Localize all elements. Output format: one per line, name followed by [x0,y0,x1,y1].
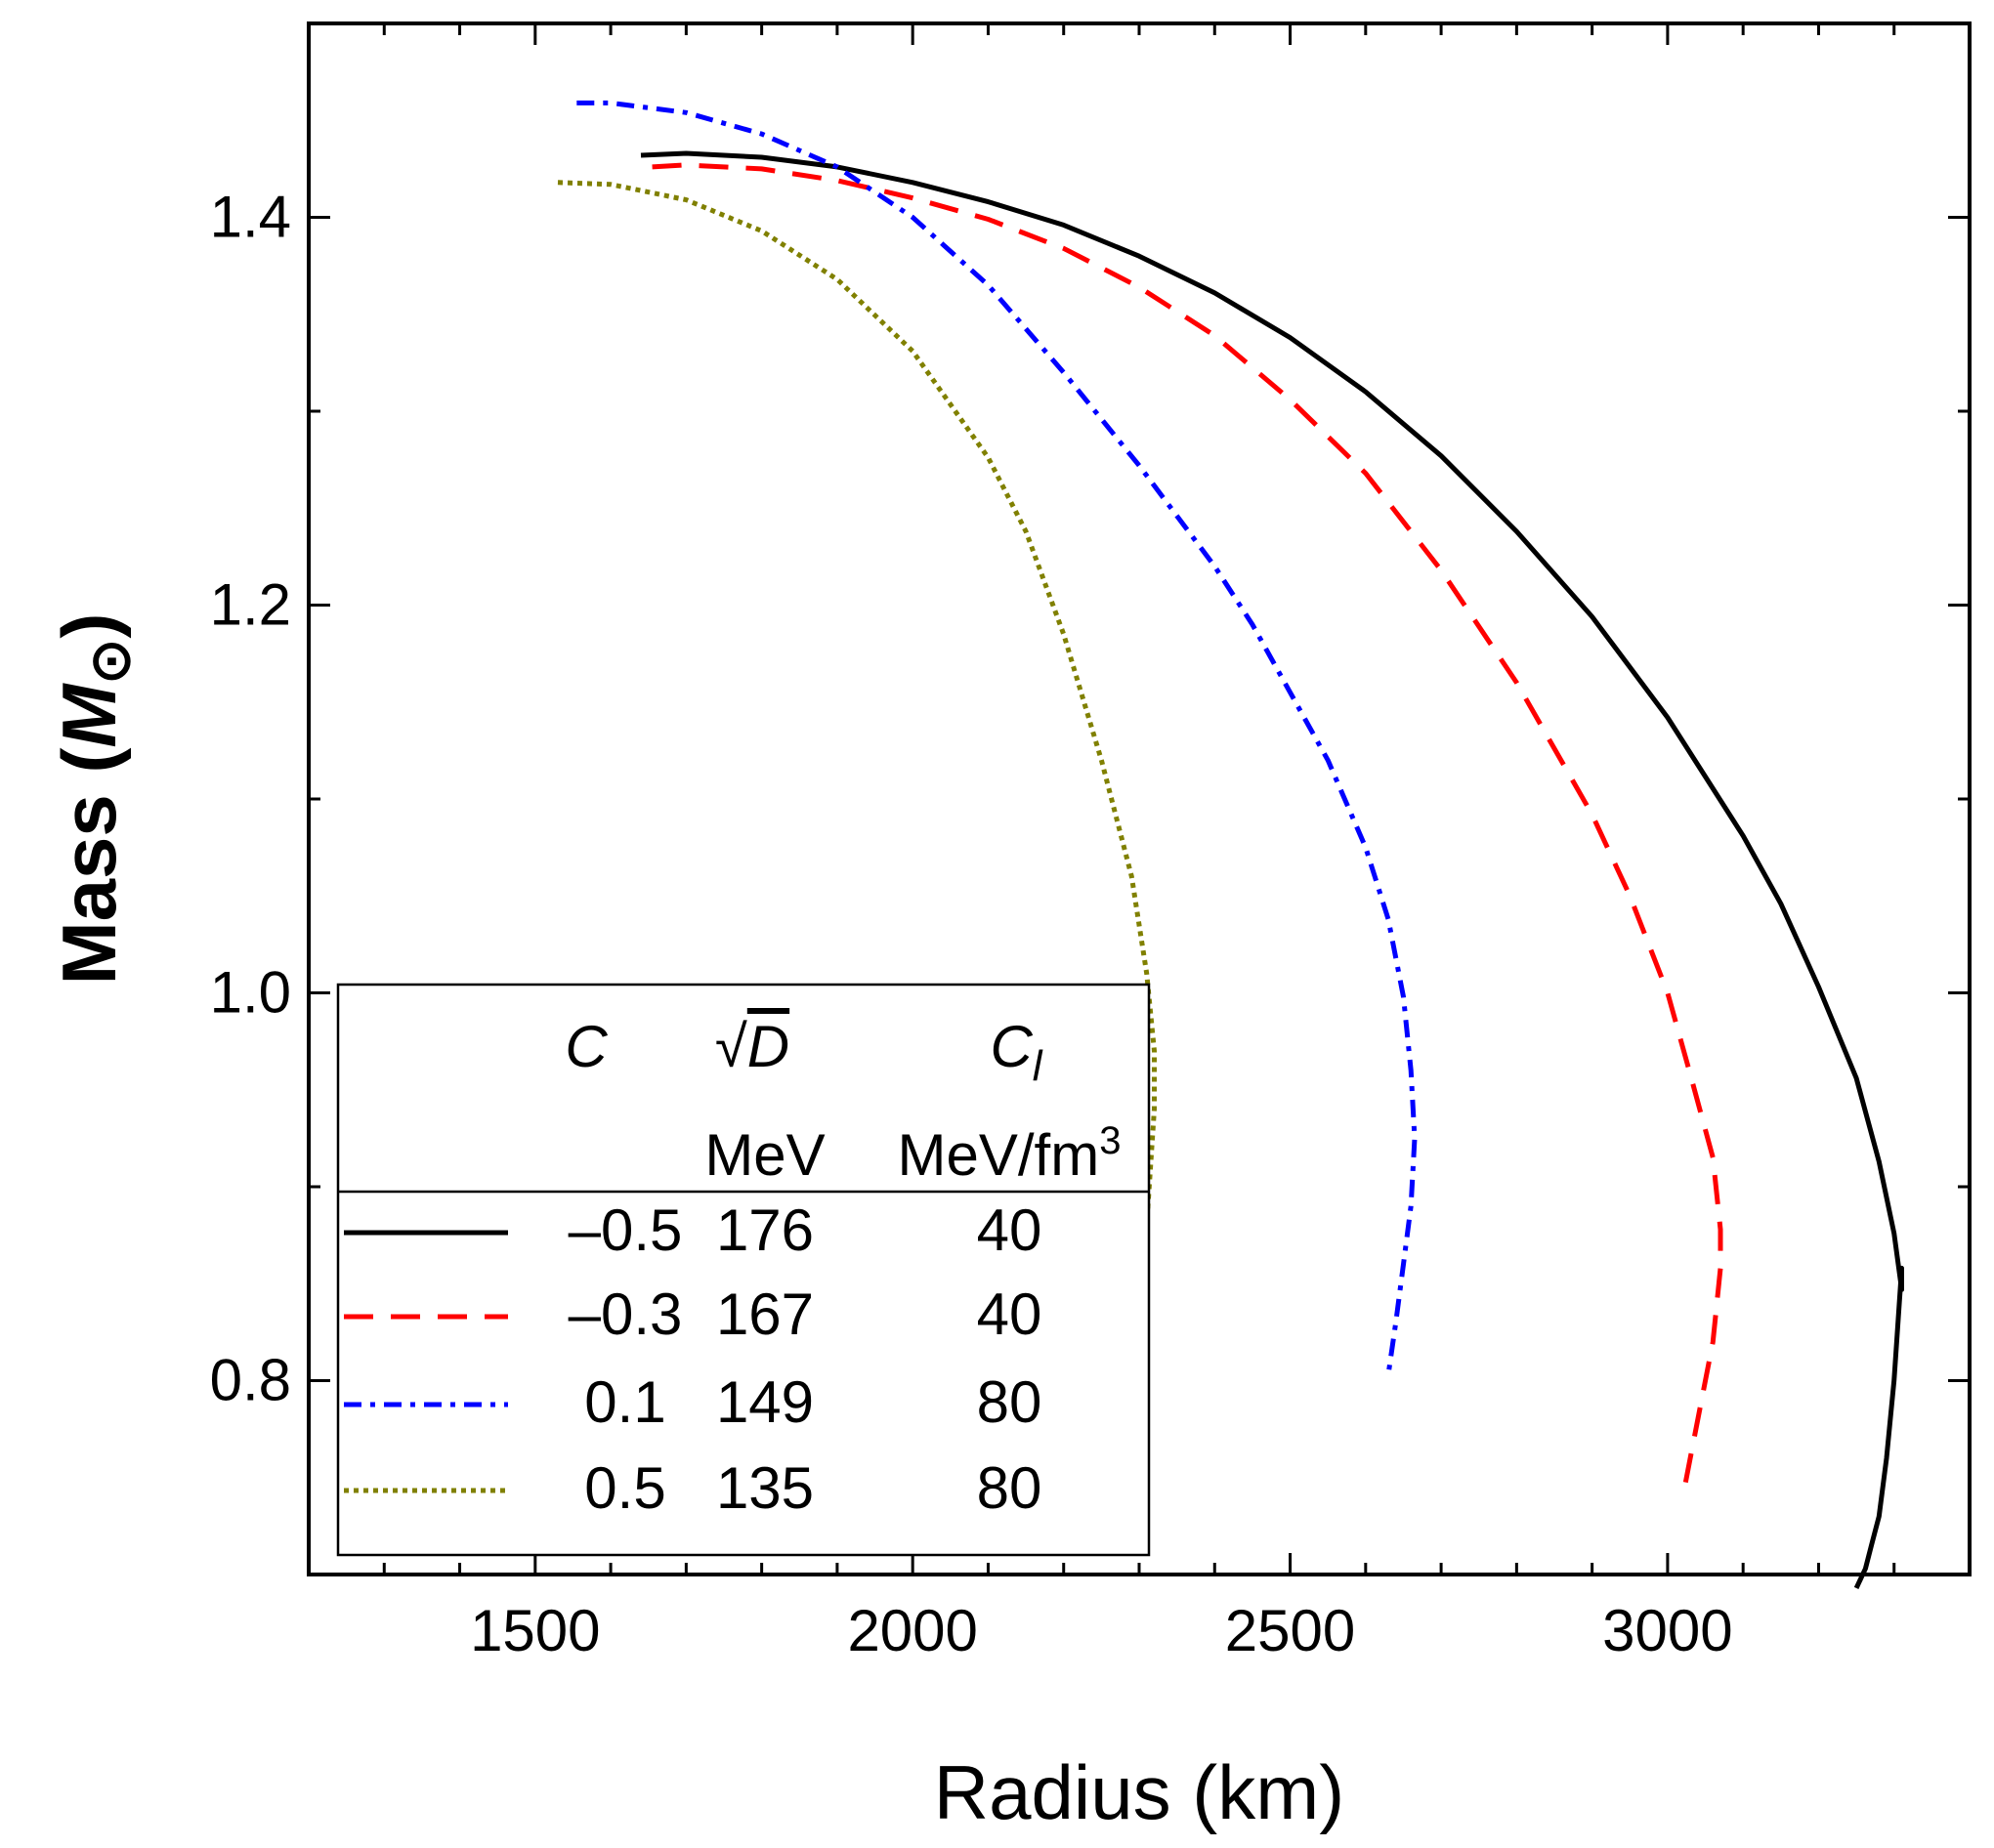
legend-header-d: √D [715,1014,789,1079]
y-axis-title-subscript: ⊙ [79,639,141,685]
legend-box [336,983,1151,1557]
series-line-3 [576,100,1418,1375]
legend-header-cl: Cl [990,1014,1042,1090]
legend-row-cl: 80 [977,1369,1042,1435]
y-tick-label: 1.0 [210,960,291,1026]
legend-header-c: C [565,1014,608,1079]
legend-row-d: 149 [716,1369,814,1435]
legend-row-c: 0.1 [584,1369,665,1435]
legend-row-cl: 80 [977,1455,1042,1521]
y-axis-title-text: Mass ( [46,748,132,986]
y-axis-title-close: ) [46,613,132,639]
legend-unit-cl: MeV/fm3 [898,1119,1122,1188]
x-tick-label: 2000 [847,1598,977,1663]
legend-row-cl: 40 [977,1281,1042,1347]
series-line-1 [640,150,1904,1589]
legend-row-d: 135 [716,1455,814,1521]
y-tick-label: 1.2 [210,572,291,638]
y-axis-title: Mass (M⊙) [46,613,141,986]
legend-row-cl: 40 [977,1197,1042,1263]
ticks-layer: 1500 2000 2500 3000 0.8 1.0 1.2 1.4 [210,21,1972,1663]
legend-header-cl-symbol: C [990,1014,1033,1079]
x-tick-label: 2500 [1225,1598,1355,1663]
legend-unit-cl-text: MeV/fm [898,1122,1100,1188]
series-line-2 [652,162,1723,1498]
legend-header-cl-subscript: l [1033,1042,1043,1090]
legend-row-d: 176 [716,1197,814,1263]
y-tick-label: 1.4 [210,185,291,250]
legend-row-d: 167 [716,1281,814,1347]
x-tick-label: 1500 [470,1598,600,1663]
y-axis-title-symbol: M [46,683,132,748]
legend: C √D Cl MeV MeV/fm3 –0.5 176 40 –0.3 167 40 0.… [336,983,1151,1557]
legend-rows: –0.5 176 40 –0.3 167 40 0.1 149 80 0.5 135 80 [344,1197,1041,1521]
legend-unit-d: MeV [704,1122,825,1188]
legend-header-d-root: √ [715,1014,747,1079]
legend-row-c: 0.5 [584,1455,665,1521]
legend-row-c: –0.3 [569,1281,683,1347]
legend-row-c: –0.5 [569,1197,683,1263]
legend-unit-cl-superscript: 3 [1099,1119,1121,1162]
x-axis-title: Radius (km) [934,1749,1344,1835]
legend-header-d-symbol: D [747,1014,789,1079]
x-tick-label: 3000 [1602,1598,1732,1663]
y-tick-label: 0.8 [210,1348,291,1413]
